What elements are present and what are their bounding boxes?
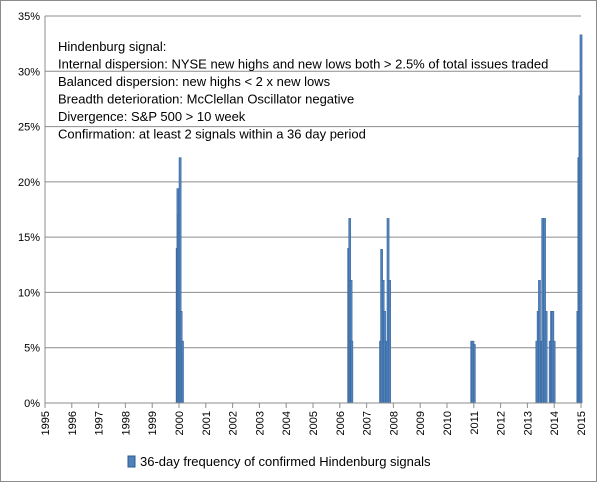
legend-label: 36-day frequency of confirmed Hindenburg… (140, 454, 431, 469)
x-tick-label-2007: 2007 (362, 411, 374, 435)
y-tick-label-30: 30% (18, 66, 40, 78)
x-tick-label-2000: 2000 (174, 411, 186, 435)
annotation-line-4: Divergence: S&P 500 > 10 week (58, 109, 246, 124)
x-tick-label-2013: 2013 (522, 411, 534, 435)
x-tick-labels: 1995 1996 1997 1998 1999 2000 2001 2002 2003 2004… (40, 411, 588, 435)
annotation-line-1: Internal dispersion: NYSE new highs and … (58, 57, 548, 72)
y-tick-label-15: 15% (18, 232, 40, 244)
x-tick-label-1998: 1998 (120, 411, 132, 435)
x-tick-label-2010: 2010 (442, 411, 454, 435)
y-tick-label-10: 10% (18, 287, 40, 299)
bar-9 (350, 340, 354, 404)
y-tick-label-25: 25% (18, 122, 40, 134)
legend-swatch (127, 455, 136, 468)
bar-5 (181, 340, 184, 404)
x-tick-label-2005: 2005 (308, 411, 320, 435)
bar-19 (473, 344, 476, 404)
x-tick-label-1996: 1996 (67, 411, 79, 435)
x-tick-label-1995: 1995 (40, 411, 52, 435)
y-tick-labels: 0% 5% 10% 15% 20% 25% 30% 35% (18, 11, 40, 410)
annotation-line-5: Confirmation: at least 2 signals within … (58, 127, 366, 142)
x-tick-label-1999: 1999 (147, 411, 159, 435)
y-tick-label-0: 0% (24, 398, 40, 410)
annotation-line-3: Breadth deterioration: McClellan Oscilla… (58, 92, 354, 107)
axes (44, 16, 582, 408)
x-tick-label-2009: 2009 (415, 411, 427, 435)
x-tick-label-2012: 2012 (496, 411, 508, 435)
bar-26 (544, 311, 548, 404)
x-tick-label-2003: 2003 (254, 411, 266, 435)
gridlines (45, 15, 581, 349)
x-tick-label-2011: 2011 (469, 411, 481, 435)
data-bars (175, 34, 583, 404)
annotation-line-0: Hindenburg signal: (58, 39, 166, 54)
x-tick-label-2004: 2004 (281, 411, 293, 435)
x-tick-label-2014: 2014 (549, 411, 561, 435)
y-tick-label-35: 35% (18, 11, 40, 23)
legend: 36-day frequency of confirmed Hindenburg… (127, 454, 431, 469)
bar-16 (388, 280, 391, 404)
annotation-box: Hindenburg signal: Internal dispersion: N… (58, 39, 548, 142)
x-tick-label-2001: 2001 (201, 411, 213, 435)
bar-13 (383, 311, 386, 404)
y-tick-label-20: 20% (18, 177, 40, 189)
x-tick-label-2008: 2008 (388, 411, 400, 435)
y-tick-label-5: 5% (24, 343, 40, 355)
bar-34 (579, 34, 583, 404)
x-tick-label-2015: 2015 (576, 411, 588, 435)
x-tick-label-2002: 2002 (228, 411, 240, 435)
x-tick-label-2006: 2006 (335, 411, 347, 435)
bar-30 (552, 340, 556, 404)
annotation-line-2: Balanced dispersion: new highs < 2 x new… (58, 74, 331, 89)
x-tick-label-1997: 1997 (94, 411, 106, 435)
